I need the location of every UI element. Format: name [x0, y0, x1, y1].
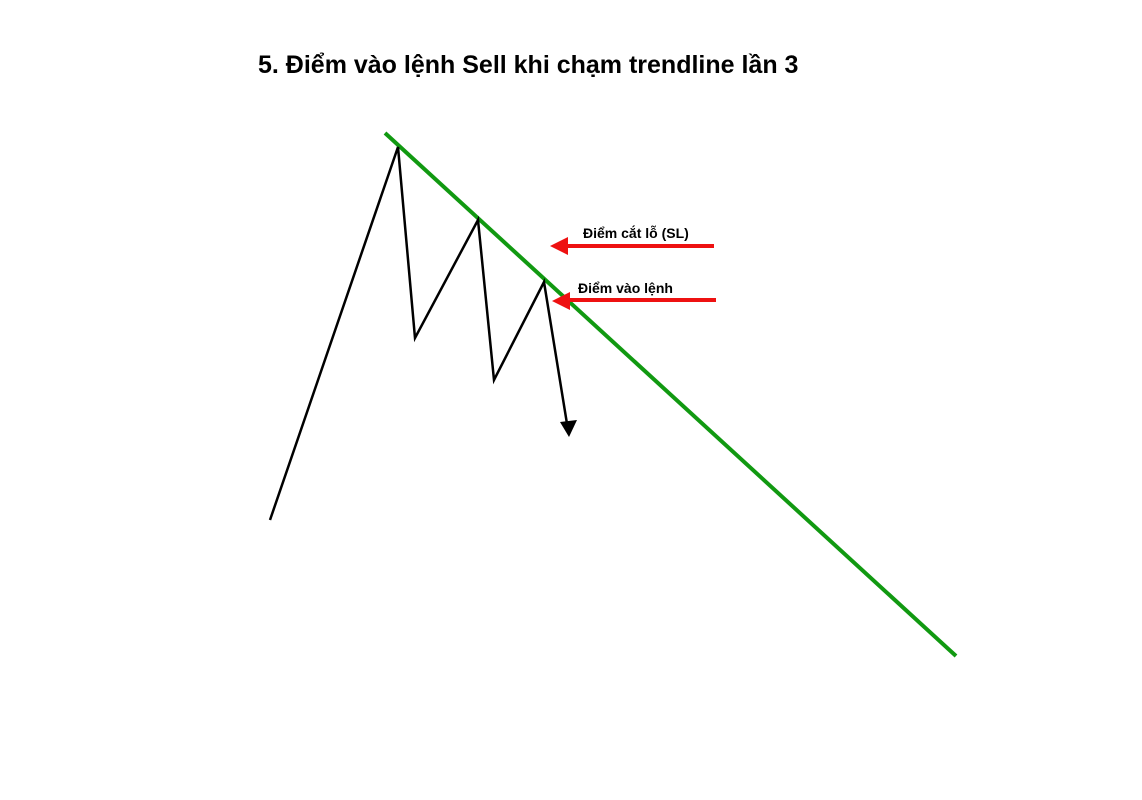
- arrowhead-left-icon: [550, 237, 568, 255]
- entry-label: Điểm vào lệnh: [578, 280, 673, 296]
- arrowhead-down-icon: [560, 420, 577, 437]
- arrowhead-left-icon: [552, 292, 570, 310]
- trendline: [383, 131, 958, 658]
- stop-loss-label: Điểm cắt lỗ (SL): [583, 224, 689, 241]
- diagram-title: 5. Điểm vào lệnh Sell khi chạm trendline…: [258, 51, 798, 79]
- price-path: [268, 146, 570, 521]
